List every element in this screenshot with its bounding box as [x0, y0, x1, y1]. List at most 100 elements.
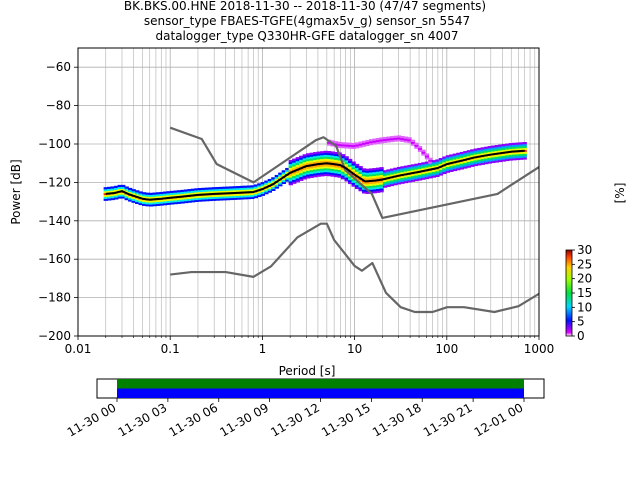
- pdf-cell: [449, 163, 454, 167]
- pdf-cell: [442, 169, 447, 173]
- pdf-cell: [372, 185, 377, 188]
- pdf-cell: [449, 169, 454, 172]
- pdf-cell: [337, 165, 342, 169]
- pdf-cell: [159, 193, 164, 197]
- pdf-cell: [463, 166, 468, 169]
- pdf-cell: [487, 155, 492, 158]
- pdf-cell: [344, 175, 349, 178]
- pdf-cell: [424, 174, 430, 178]
- pdf-cell: [330, 172, 335, 175]
- pdf-cell: [211, 187, 217, 190]
- pdf-cell: [368, 170, 374, 173]
- pdf-cell-upper: [428, 159, 433, 162]
- pdf-cell: [424, 163, 430, 166]
- pdf-cell: [107, 190, 112, 193]
- pdf-cell: [243, 195, 248, 198]
- pdf-cell: [396, 176, 402, 179]
- plot-frame: [77, 47, 540, 337]
- pdf-cell: [162, 193, 168, 196]
- pdf-cell: [341, 167, 346, 170]
- pdf-cell: [267, 178, 272, 182]
- title-line-3: datalogger_type Q330HR-GFE datalogger_sn…: [156, 29, 459, 43]
- pdf-cell: [309, 168, 314, 171]
- pdf-cell-upper: [382, 140, 388, 143]
- pdf-cell-upper: [396, 135, 402, 138]
- pdf-cell: [348, 179, 353, 183]
- pdf-cell: [173, 194, 178, 197]
- pdf-cell: [309, 169, 314, 173]
- pdf-cell: [288, 179, 293, 182]
- pdf-cell: [445, 170, 451, 173]
- pdf-cell: [229, 186, 234, 189]
- pdf-cell: [417, 172, 423, 175]
- pdf-cell: [323, 156, 328, 159]
- pdf-cell-upper: [372, 142, 377, 145]
- pdf-cell: [208, 187, 213, 190]
- pdf-cell: [421, 173, 426, 176]
- pdf-cell: [110, 196, 115, 199]
- pdf-cell: [232, 190, 238, 193]
- pdf-cell: [204, 195, 210, 198]
- pdf-cell: [103, 191, 108, 194]
- pdf-cell: [121, 186, 126, 189]
- pdf-cell: [452, 163, 458, 166]
- pdf-cell: [267, 186, 272, 189]
- pdf-cell: [114, 187, 119, 190]
- pdf-cell: [204, 197, 210, 200]
- pdf-cell: [145, 200, 150, 203]
- pdf-cell: [194, 199, 199, 202]
- pdf-cell: [162, 201, 168, 204]
- pdf-cell: [337, 160, 342, 163]
- pdf-cell: [313, 161, 318, 164]
- x-tick-label: 100: [435, 342, 458, 356]
- noise-model-line: [169, 126, 539, 220]
- pdf-cell: [382, 175, 388, 179]
- pdf-cell: [183, 200, 189, 204]
- pdf-cell: [281, 172, 286, 175]
- pdf-cell: [361, 174, 367, 177]
- pdf-cell: [292, 164, 297, 167]
- pdf-cell-upper: [421, 151, 426, 154]
- pdf-cell: [515, 154, 520, 157]
- pdf-cell: [382, 174, 388, 177]
- pdf-cell: [107, 198, 112, 201]
- pdf-cell: [110, 190, 115, 193]
- pdf-cell: [354, 163, 360, 167]
- pdf-cell: [243, 189, 248, 192]
- pdf-cell: [459, 153, 465, 157]
- pdf-cell-upper: [337, 141, 342, 145]
- pdf-cell: [400, 179, 405, 182]
- pdf-cell: [334, 153, 339, 157]
- pdf-cell: [452, 168, 458, 172]
- pdf-cell: [176, 201, 182, 204]
- pdf-cell: [278, 184, 283, 187]
- pdf-cell: [389, 180, 395, 183]
- pdf-cell: [117, 188, 122, 191]
- pdf-cell: [341, 169, 346, 172]
- pdf-cell-upper: [379, 139, 384, 142]
- pdf-cell: [131, 200, 136, 203]
- pdf-cell: [519, 157, 524, 160]
- pdf-cell: [498, 146, 503, 149]
- pdf-cell: [103, 198, 108, 201]
- pdf-cell: [473, 160, 478, 163]
- pdf-cell: [246, 195, 252, 198]
- pdf-cell: [456, 156, 461, 159]
- pdf-cell: [361, 181, 367, 184]
- pdf-cell: [484, 146, 489, 149]
- pdf-cell: [334, 165, 339, 168]
- pdf-cell: [389, 168, 395, 171]
- pdf-cell: [232, 186, 238, 189]
- pdf-cell: [159, 195, 164, 198]
- pdf-cell: [442, 162, 447, 165]
- colorbar-tick-label: 10: [577, 300, 592, 314]
- pdf-cell-upper: [351, 146, 356, 149]
- pdf-cell: [204, 187, 210, 190]
- pdf-cell: [320, 156, 325, 160]
- pdf-cell: [372, 187, 377, 190]
- pdf-cell: [274, 184, 279, 187]
- pdf-cell: [424, 165, 430, 168]
- pdf-cell: [114, 193, 119, 196]
- pdf-cell: [365, 168, 370, 171]
- pdf-cell: [341, 177, 346, 180]
